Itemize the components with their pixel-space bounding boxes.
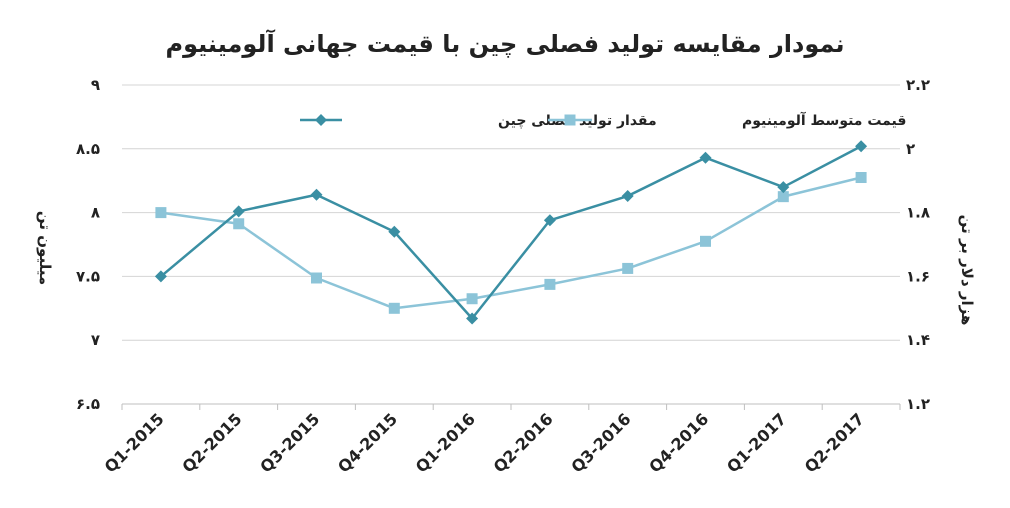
category-label: Q4-2015: [334, 409, 401, 476]
x-axis: [121, 403, 901, 410]
data-point: [777, 191, 789, 203]
chart-title: نمودار مقایسه تولید فصلی چین با قیمت جها…: [165, 30, 845, 58]
category-label: Q2-2017: [801, 409, 868, 476]
category-label: Q3-2015: [256, 409, 323, 476]
right-axis-title: هزار دلار بر تن: [958, 215, 976, 326]
left-tick-label: ۷: [91, 331, 100, 349]
data-point: [154, 270, 167, 283]
data-point: [311, 272, 322, 284]
right-tick-label: ۱.۸: [906, 204, 930, 222]
data-point: [310, 188, 323, 201]
right-axis-ticks: ۱.۲ ۱.۴ ۱.۶ ۱.۸ ۲ ۲.۲: [906, 76, 930, 413]
legend: مقدار تولید فصلی چین قیمت متوسط آلومینیوم: [300, 111, 906, 129]
left-tick-label: ۸: [91, 204, 100, 222]
data-point: [388, 302, 400, 314]
series-line: [160, 176, 862, 310]
series-line: [160, 145, 862, 320]
data-point: [466, 312, 479, 325]
right-tick-label: ۲: [906, 140, 915, 158]
right-tick-label: ۱.۲: [906, 395, 930, 413]
category-labels: Q1-2015 Q2-2015 Q3-2015 Q4-2015 Q1-2016 Q2-20…: [101, 409, 868, 476]
legend-item: مقدار تولید فصلی چین: [300, 113, 657, 129]
data-point: [544, 278, 556, 290]
data-point: [621, 190, 634, 203]
data-point: [388, 225, 401, 238]
data-point: [855, 172, 867, 184]
left-tick-label: ۹: [91, 76, 100, 94]
category-label: Q1-2016: [412, 409, 479, 476]
category-label: Q1-2015: [101, 409, 168, 476]
category-label: Q4-2016: [645, 409, 712, 476]
legend-item: قیمت متوسط آلومینیوم: [548, 111, 906, 129]
data-point: [699, 151, 712, 164]
data-point: [700, 235, 711, 247]
category-label: Q1-2017: [723, 409, 790, 476]
category-label: Q2-2016: [490, 409, 557, 476]
data-point: [622, 262, 634, 274]
gridlines: [122, 84, 900, 405]
left-tick-label: ۸.۵: [76, 140, 100, 158]
series-1: [154, 140, 868, 325]
left-tick-label: ۷.۵: [76, 267, 100, 285]
category-label: Q2-2015: [178, 409, 245, 476]
left-axis-ticks: ۶.۵ ۷ ۷.۵ ۸ ۸.۵ ۹: [76, 76, 100, 413]
legend-label: قیمت متوسط آلومینیوم: [742, 111, 906, 129]
series-2: [155, 172, 867, 314]
data-point: [232, 205, 245, 218]
right-tick-label: ۱.۴: [906, 331, 930, 349]
data-point: [777, 181, 790, 194]
data-point: [855, 140, 868, 153]
left-tick-label: ۶.۵: [76, 395, 100, 413]
data-point: [466, 293, 478, 305]
data-point: [155, 207, 167, 219]
right-tick-label: ۱.۶: [906, 267, 930, 285]
data-point: [233, 218, 245, 230]
legend-marker: [315, 114, 327, 126]
series-layer: [154, 140, 868, 325]
category-label: Q3-2016: [567, 409, 634, 476]
data-point: [543, 214, 556, 227]
left-axis-title: میلیون تن: [36, 211, 54, 285]
legend-marker: [564, 114, 576, 126]
right-tick-label: ۲.۲: [906, 76, 930, 94]
